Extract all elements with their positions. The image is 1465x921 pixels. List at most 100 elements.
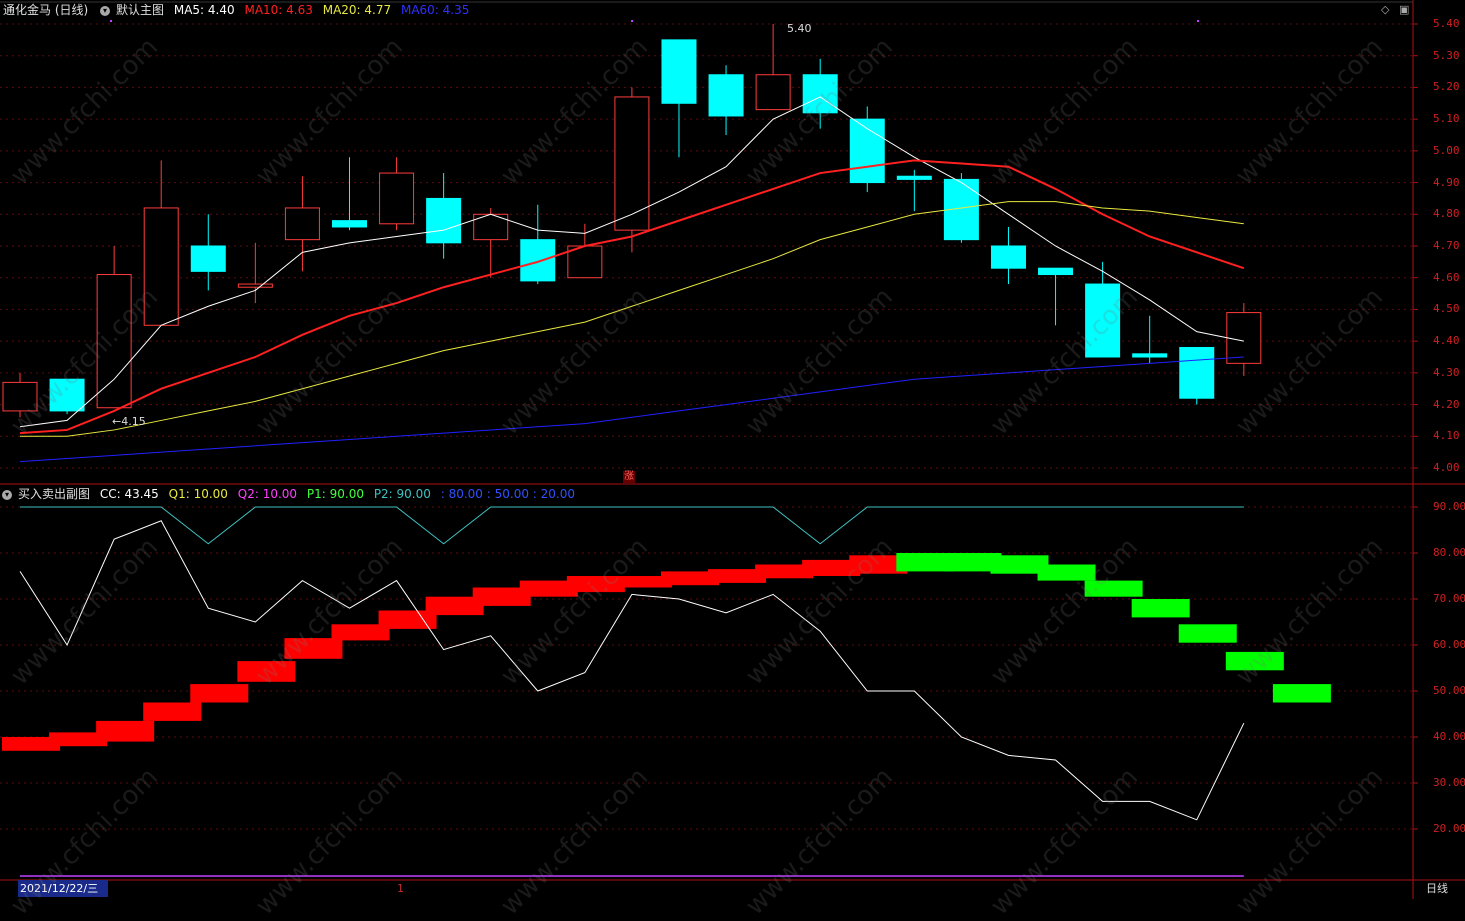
diamond-icon[interactable]: ◇ — [1381, 3, 1390, 16]
price-tick-label: 4.70 — [1433, 239, 1460, 252]
candle-body — [567, 245, 603, 279]
stock-name: 通化金马 (日线) — [3, 3, 89, 17]
ma20-label: MA20: 4.77 — [322, 3, 392, 17]
sub-tick-label: 40.00 — [1433, 730, 1465, 743]
zhang-marker[interactable]: 涨 — [623, 471, 635, 483]
signal-block — [943, 553, 1002, 572]
candle-body — [755, 74, 791, 111]
price-tick-label: 5.00 — [1433, 143, 1460, 157]
price-tick-label: 5.10 — [1433, 112, 1460, 126]
candle-body — [708, 74, 744, 117]
candle-body — [96, 274, 132, 409]
signal-block — [1178, 624, 1237, 643]
candle-body — [379, 172, 415, 225]
signal-block — [1037, 564, 1096, 581]
cc-label: CC: 43.45 — [99, 487, 159, 501]
period-marker: 1 — [397, 882, 404, 895]
candle-body — [614, 96, 650, 231]
sub-chart-title[interactable]: 买入卖出副图 — [18, 487, 91, 501]
candle-body — [1226, 312, 1262, 364]
q2-label: Q2: 10.00 — [237, 487, 298, 501]
price-tick-label: 5.40 — [1433, 17, 1460, 30]
signal-block — [472, 587, 531, 606]
marker-dot — [631, 20, 633, 22]
sub-tick-label: 70.00 — [1433, 592, 1465, 605]
signal-block — [849, 555, 908, 574]
main-chart-title[interactable]: 默认主图 — [116, 3, 165, 17]
indicator-menu-icon[interactable]: ▾ — [100, 5, 111, 16]
main-legend: 通化金马 (日线) ▾ 默认主图 MA5: 4.40 MA10: 4.63 MA2… — [0, 1, 475, 19]
sub-tick-label: 80.00 — [1433, 546, 1465, 559]
sub-legend: ▾ 买入卖出副图 CC: 43.45 Q1: 10.00 Q2: 10.00 P1… — [0, 485, 581, 503]
ma10-label: MA10: 4.63 — [244, 3, 313, 17]
price-tick-label: 4.30 — [1433, 365, 1460, 379]
price-tick-label: 5.20 — [1433, 80, 1460, 94]
candle-body — [1038, 267, 1074, 276]
price-tick-label: 4.50 — [1433, 302, 1460, 316]
sub-tick-label: 60.00 — [1433, 638, 1465, 651]
marker-dot — [110, 20, 112, 22]
signal-block — [49, 732, 108, 747]
chart-canvas — [0, 0, 1465, 899]
signal-block — [96, 720, 155, 742]
window-toggle-icon[interactable]: ▣ — [1399, 3, 1410, 16]
p1-label: P1: 90.00 — [306, 487, 364, 501]
ma60-line — [19, 356, 1244, 463]
signal-block — [802, 559, 861, 576]
signal-block — [1084, 580, 1143, 597]
candle-body — [1132, 353, 1168, 358]
low-price-value: 4.15 — [121, 415, 146, 428]
candle-body — [849, 118, 885, 184]
signal-block — [2, 737, 60, 751]
candle-body — [426, 197, 462, 244]
sub-indicator-menu-icon[interactable]: ▾ — [2, 489, 12, 500]
price-tick-label: 4.90 — [1433, 175, 1460, 189]
candle-body — [331, 220, 367, 228]
signal-block — [1131, 599, 1190, 618]
price-tick-label: 4.40 — [1433, 334, 1460, 348]
candle-body — [190, 245, 226, 272]
candle-body — [284, 207, 320, 241]
signal-block — [237, 661, 296, 682]
signal-block — [1225, 651, 1284, 671]
signal-block — [566, 576, 625, 593]
ma5-line — [19, 96, 1244, 428]
q1-label: Q1: 10.00 — [168, 487, 228, 501]
marker-dot — [1197, 20, 1199, 22]
candle-body — [2, 381, 38, 412]
signal-block — [331, 624, 390, 641]
candle-body — [1179, 346, 1215, 399]
price-tick-label: 4.00 — [1433, 461, 1460, 474]
ma10-line — [19, 159, 1245, 435]
sub-tick-label: 30.00 — [1433, 776, 1465, 789]
signal-block — [425, 596, 484, 616]
cc-line — [19, 520, 1245, 821]
high-price-annotation: 5.40 — [787, 22, 812, 35]
ma60-label: MA60: 4.35 — [400, 3, 470, 17]
signal-block — [990, 555, 1049, 574]
signal-block — [660, 571, 719, 586]
ma5-label: MA5: 4.40 — [173, 3, 235, 17]
signal-block — [378, 610, 437, 629]
low-price-annotation: ←4.15 — [112, 415, 146, 428]
candle-body — [143, 207, 179, 326]
candle-body — [802, 74, 838, 114]
signal-block — [1272, 684, 1331, 703]
levels-label: : 80.00 : 50.00 : 20.00 — [440, 487, 575, 501]
sub-tick-label: 90.00 — [1433, 500, 1465, 513]
candle-body — [520, 239, 556, 282]
signal-block — [284, 638, 343, 659]
price-tick-label: 4.20 — [1433, 397, 1460, 411]
candle-body — [1085, 283, 1121, 358]
q-line — [20, 506, 1244, 545]
signal-block — [755, 564, 814, 579]
signal-block — [896, 553, 955, 572]
period-label[interactable]: 日线 — [1426, 882, 1448, 895]
price-tick-label: 4.10 — [1433, 429, 1460, 443]
price-tick-label: 5.30 — [1433, 48, 1460, 62]
price-tick-label: 4.80 — [1433, 207, 1460, 221]
signal-block — [708, 569, 767, 583]
candle-body — [661, 39, 697, 104]
cursor-date: 2021/12/22/三 — [18, 880, 108, 897]
candle-body — [896, 175, 932, 180]
